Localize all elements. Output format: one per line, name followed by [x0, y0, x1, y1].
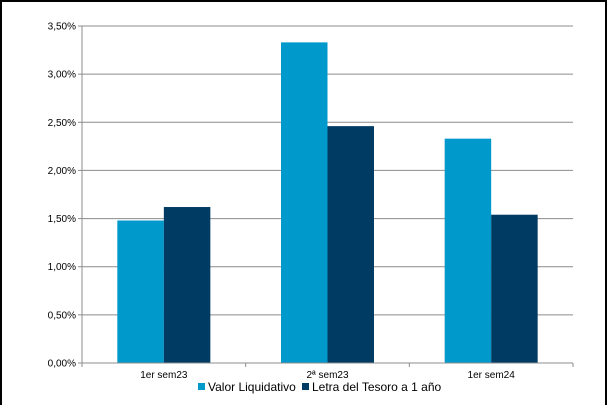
- x-axis-categories: 1er sem23 2ª sem23 1er sem24: [140, 370, 515, 381]
- axes: [81, 26, 574, 367]
- y-tick-label: 1,50%: [48, 214, 76, 225]
- bars: [117, 42, 538, 364]
- bar: [491, 214, 538, 363]
- y-axis-ticks: 0,00% 0,50% 1,00% 1,50% 2,00% 2,50% 3,00% 3,50%: [48, 22, 76, 370]
- x-category-label: 2ª sem23: [306, 370, 348, 381]
- bar: [163, 207, 211, 363]
- legend-swatch: [198, 383, 205, 390]
- bar: [281, 42, 328, 364]
- x-category-label: 1er sem24: [468, 370, 516, 381]
- y-tick-label: 0,00%: [48, 359, 76, 370]
- y-tick-label: 2,50%: [48, 118, 76, 129]
- y-tick-label: 3,00%: [48, 70, 76, 81]
- y-tick-label: 2,00%: [48, 166, 76, 177]
- legend: Valor Liquidativo Letra del Tesoro a 1 añ…: [198, 380, 442, 394]
- legend-swatch: [302, 383, 309, 390]
- bar: [444, 138, 492, 363]
- y-tick-label: 0,50%: [48, 310, 76, 321]
- x-category-label: 1er sem23: [140, 370, 188, 381]
- y-tick-label: 1,00%: [48, 262, 76, 273]
- bar: [327, 126, 374, 363]
- legend-label: Valor Liquidativo: [208, 380, 296, 394]
- legend-label: Letra del Tesoro a 1 año: [312, 380, 442, 394]
- bar: [117, 220, 164, 363]
- y-tick-label: 3,50%: [48, 22, 76, 33]
